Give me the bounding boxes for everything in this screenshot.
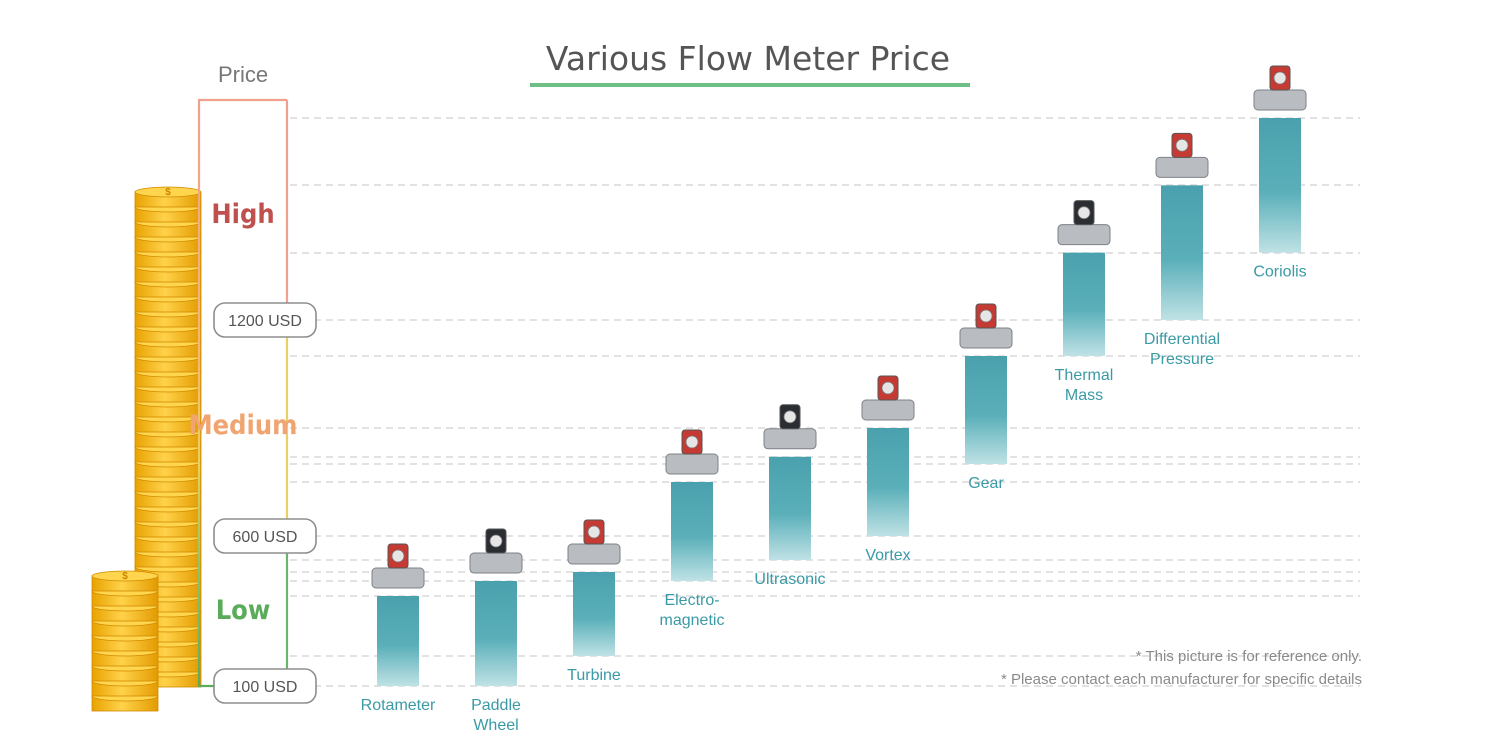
note-reference: * This picture is for reference only. (1136, 648, 1362, 665)
note-contact: * Please contact each manufacturer for s… (1001, 671, 1362, 688)
category-label: Thermal Mass (1055, 367, 1114, 404)
dollar-icon: $ (165, 187, 171, 198)
price-level-labels: High Medium Low (189, 199, 298, 626)
price-marker-label: 1200 USD (228, 313, 302, 330)
coin (91, 570, 159, 592)
flow-meter-icon (1155, 132, 1209, 178)
flow-meter-icon (959, 303, 1013, 349)
category-label: Vortex (865, 547, 910, 564)
price-level-low: Low (216, 595, 271, 626)
category-label: Paddle Wheel (471, 697, 521, 734)
category-label: Coriolis (1253, 264, 1306, 281)
y-axis-label: Price (218, 62, 268, 87)
category-labels: Rotameter Paddle Wheel Turbine Electro-magne… (361, 264, 1307, 734)
flow-meter-icon (1253, 65, 1307, 111)
bars (377, 118, 1301, 686)
bar (671, 482, 713, 581)
flow-meter-icon (371, 543, 425, 589)
bar (475, 581, 517, 686)
coin-stacks: $$ (91, 186, 202, 712)
price-markers: 1200 USD 600 USD 100 USD (213, 302, 317, 704)
flow-meter-icon (861, 375, 915, 421)
coin (134, 186, 202, 208)
bar (377, 596, 419, 686)
flow-meter-icon (567, 519, 621, 565)
meter-icons (371, 65, 1307, 589)
category-label: Gear (968, 475, 1004, 492)
price-marker: 600 USD (213, 518, 317, 554)
bar (769, 456, 811, 560)
price-level-medium: Medium (189, 410, 298, 441)
category-label: Differential Pressure (1144, 331, 1220, 368)
category-label: Electro-magnetic (660, 592, 725, 629)
category-label: Ultrasonic (754, 571, 825, 588)
bar (965, 356, 1007, 464)
flow-meter-icon (763, 404, 817, 450)
flow-meter-icon (665, 429, 719, 475)
bar (867, 428, 909, 536)
chart-title: Various Flow Meter Price (546, 39, 950, 78)
title-underline (530, 83, 970, 87)
bar (1259, 118, 1301, 253)
price-level-high: High (211, 199, 274, 230)
bar (1063, 252, 1105, 356)
flow-meter-icon (1057, 200, 1111, 246)
bar (1161, 185, 1203, 320)
dollar-icon: $ (122, 571, 128, 582)
category-label: Rotameter (361, 697, 436, 714)
category-label: Turbine (567, 667, 621, 684)
price-marker-label: 100 USD (233, 679, 298, 696)
price-marker: 1200 USD (213, 302, 317, 338)
bar (573, 572, 615, 656)
price-marker-label: 600 USD (233, 529, 298, 546)
flow-meter-icon (469, 528, 523, 574)
price-marker: 100 USD (213, 668, 317, 704)
